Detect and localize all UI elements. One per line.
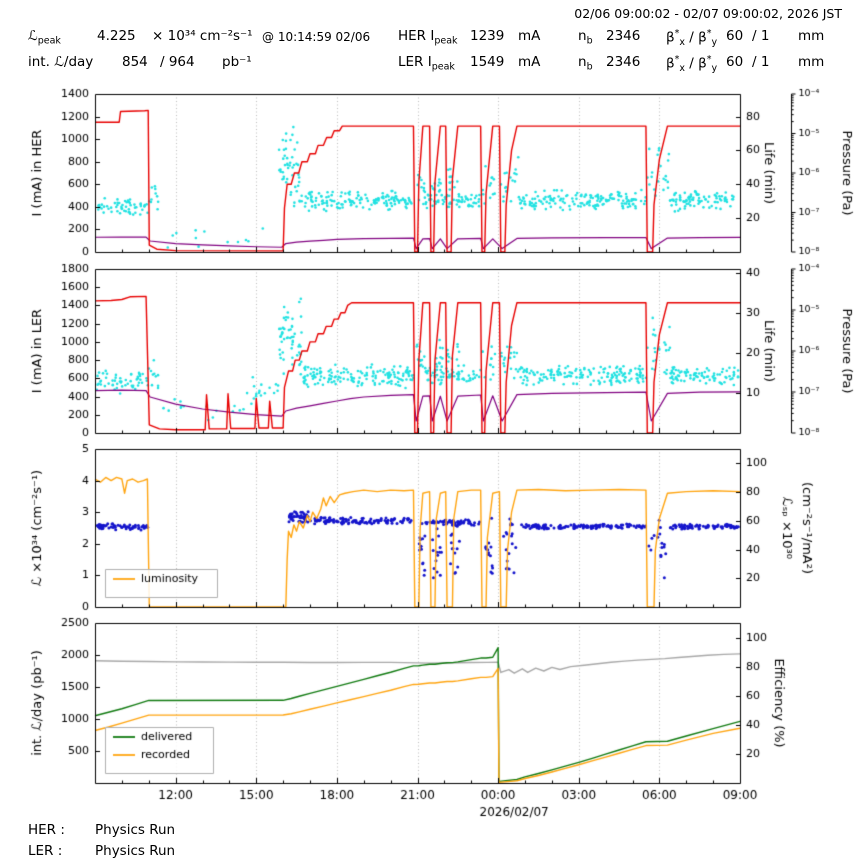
- ler-status-value: Physics Run: [95, 843, 176, 859]
- integrated-luminosity-chart: [0, 615, 864, 825]
- her-beta-slash: / 1: [752, 28, 770, 44]
- ler-status-label: LER :: [28, 843, 63, 859]
- ler-ipeak-value: 1549: [470, 54, 505, 70]
- her-nb-value: 2346: [606, 28, 641, 44]
- int-lum-value: 854: [122, 54, 148, 70]
- lum-peak-value: 4.225: [97, 28, 136, 44]
- ler-ipeak-unit: mA: [518, 54, 541, 70]
- ler-beta-value: 60: [726, 54, 744, 70]
- her-beta-label: β*x / β*y: [666, 28, 718, 49]
- ler-beta-slash: / 1: [752, 54, 770, 70]
- ler-beta-label: β*x / β*y: [666, 54, 718, 75]
- her-ipeak-value: 1239: [470, 28, 505, 44]
- int-lum-total: / 964: [160, 54, 195, 70]
- int-lum-label: int. ℒ/day: [28, 54, 94, 70]
- luminosity-chart: [0, 441, 864, 615]
- chart-stack: [0, 86, 864, 825]
- int-lum-unit: pb⁻¹: [222, 54, 252, 70]
- ler-current-chart: [0, 261, 864, 441]
- ler-ipeak-label: LER Ipeak: [398, 54, 455, 73]
- her-nb-label: nb: [578, 28, 593, 47]
- her-beta-value: 60: [726, 28, 744, 44]
- her-beta-unit: mm: [798, 28, 825, 44]
- her-status-value: Physics Run: [95, 822, 176, 838]
- summary-header: ℒpeak 4.225 × 10³⁴ cm⁻²s⁻¹ @ 10:14:59 02…: [0, 28, 864, 84]
- lum-peak-time: @ 10:14:59 02/06: [262, 30, 371, 44]
- ler-beta-unit: mm: [798, 54, 825, 70]
- ler-nb-label: nb: [578, 54, 593, 73]
- her-status-label: HER :: [28, 822, 65, 838]
- lum-peak-label: ℒpeak: [28, 28, 61, 47]
- time-range-label: 02/06 09:00:02 - 02/07 09:00:02, 2026 JS…: [574, 6, 842, 21]
- run-status: HER : Physics Run LER : Physics Run: [0, 822, 864, 864]
- her-ipeak-label: HER Ipeak: [398, 28, 458, 47]
- lum-peak-unit: × 10³⁴ cm⁻²s⁻¹: [152, 28, 253, 44]
- her-current-chart: [0, 86, 864, 261]
- her-ipeak-unit: mA: [518, 28, 541, 44]
- ler-nb-value: 2346: [606, 54, 641, 70]
